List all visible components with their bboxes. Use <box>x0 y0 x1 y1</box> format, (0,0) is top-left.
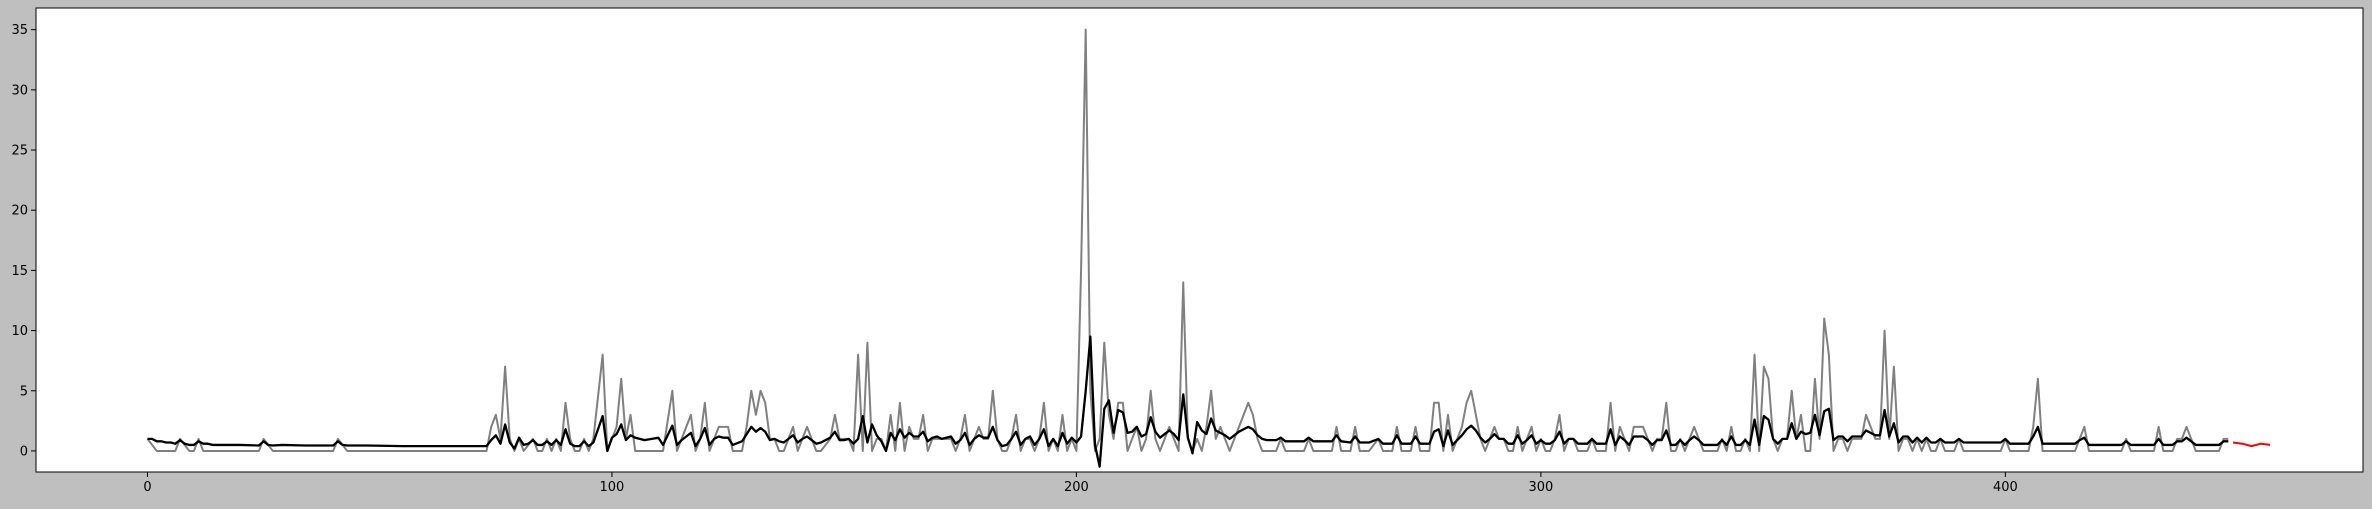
y-tick-label: 0 <box>20 444 28 459</box>
x-tick-label: 100 <box>600 480 625 495</box>
y-tick-label: 10 <box>11 324 28 339</box>
series-layer <box>146 28 2271 468</box>
x-tick-label: 0 <box>143 480 151 495</box>
y-tick-label: 5 <box>20 384 28 399</box>
y-axis: 0 5 10 15 20 25 30 35 <box>11 23 36 459</box>
series-line-forecast <box>2232 441 2271 448</box>
y-tick-label: 20 <box>11 204 28 219</box>
series-line-smoothed <box>147 335 2229 468</box>
y-tick-label: 25 <box>11 144 28 159</box>
x-tick-label: 400 <box>1993 480 2018 495</box>
y-tick-label: 15 <box>11 264 28 279</box>
y-tick-label: 35 <box>11 23 28 38</box>
x-axis: 0 100 200 300 400 <box>143 472 2018 495</box>
y-tick-label: 30 <box>11 83 28 98</box>
x-tick-label: 300 <box>1528 480 1553 495</box>
x-tick-label: 200 <box>1064 480 1089 495</box>
plot-area <box>35 7 2364 473</box>
